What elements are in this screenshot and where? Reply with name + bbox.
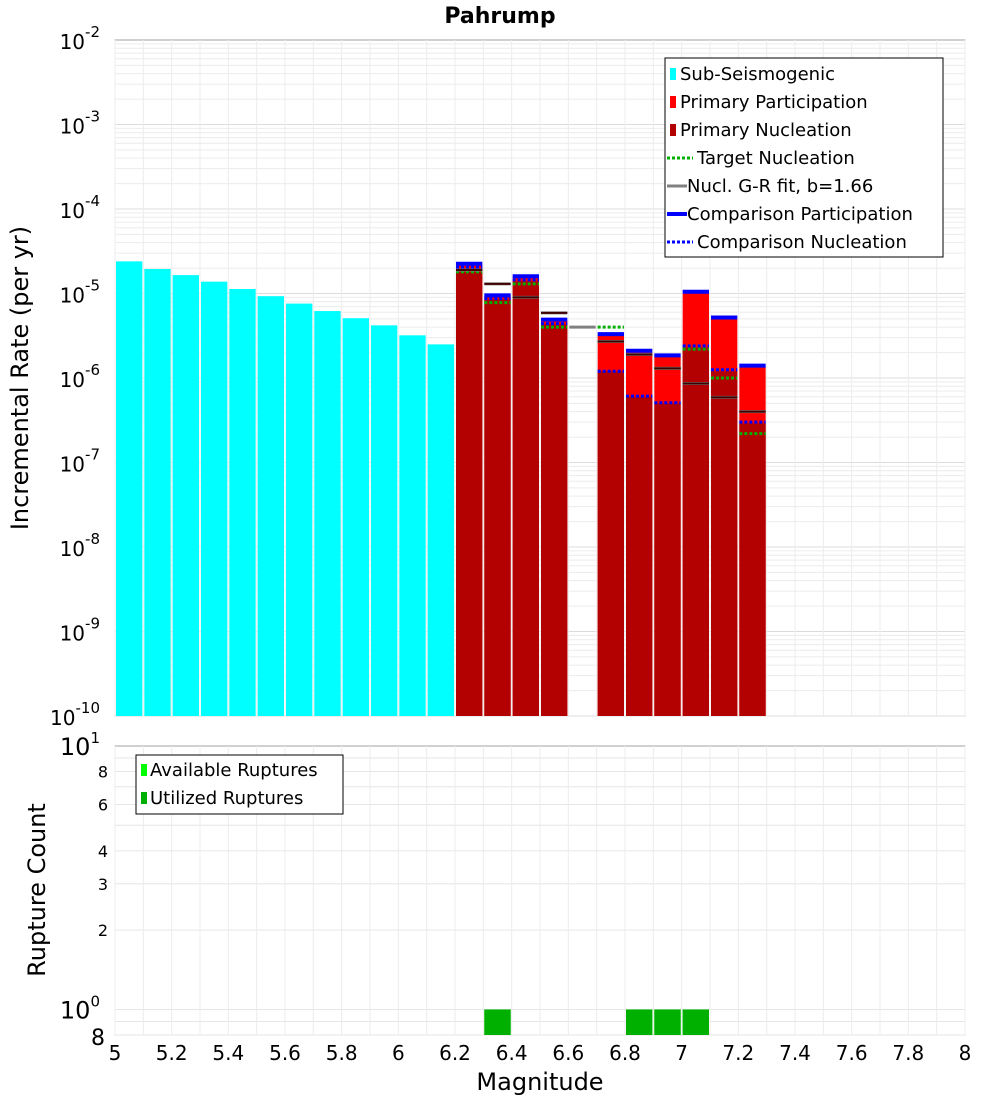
y-tick-label: 8 — [98, 763, 108, 782]
bar — [654, 1009, 681, 1035]
legend-label: Primary Participation — [680, 92, 868, 113]
bottom-gridlines — [114, 746, 966, 1036]
bar — [597, 371, 624, 716]
y-tick-label: 10-9 — [60, 615, 100, 646]
y-tick-label: 6 — [98, 795, 108, 814]
bar — [371, 325, 398, 716]
y-tick-label: 10-3 — [60, 108, 100, 139]
x-tick-label: 5 — [109, 1041, 122, 1065]
bar — [626, 1009, 653, 1035]
x-tick-label: 6 — [392, 1041, 405, 1065]
bar — [116, 261, 143, 716]
x-tick-label: 6.6 — [552, 1041, 584, 1065]
x-tick-label: 5.8 — [326, 1041, 358, 1065]
y-tick-label: 100 — [60, 992, 100, 1024]
x-tick-label: 6.8 — [609, 1041, 641, 1065]
top-y-axis-label: Incremental Rate (per yr) — [6, 226, 34, 530]
top-series-markers — [456, 261, 766, 436]
bar — [711, 371, 738, 716]
legend-label: Primary Nucleation — [680, 120, 852, 141]
y-tick-label: 3 — [98, 875, 108, 894]
x-tick-label: 6.2 — [439, 1041, 471, 1065]
top-legend: Sub-Seismogenic Primary Participation Prim… — [664, 57, 944, 258]
bar — [456, 268, 483, 716]
x-tick-label: 7.8 — [892, 1041, 924, 1065]
bottom-y-axis-label: Rupture Count — [23, 803, 51, 977]
bar — [172, 275, 199, 716]
bar — [512, 281, 539, 716]
bar — [739, 423, 766, 716]
legend-swatch — [141, 792, 147, 804]
bar — [257, 296, 284, 716]
legend-swatch — [670, 68, 676, 80]
x-tick-label: 7.2 — [722, 1041, 754, 1065]
bar — [484, 1009, 511, 1035]
x-tick-label: 5.2 — [156, 1041, 188, 1065]
legend-label: Available Ruptures — [150, 760, 318, 781]
y-tick-label: 10-7 — [60, 446, 100, 477]
y-tick-label: 4 — [98, 842, 108, 861]
x-ticks: 5 5.2 5.4 5.6 5.8 6 6.2 6.4 6.6 6.8 7 7.2 7.4 7.6 7.8 8 — [109, 1041, 972, 1065]
y-tick-label: 10-2 — [60, 23, 100, 54]
bar — [654, 403, 681, 716]
bar — [626, 396, 653, 716]
top-y-ticks: 10-10 10-9 10-8 10-7 10-6 10-5 10-4 10-3 10-2 — [50, 23, 100, 730]
legend-label: Target Nucleation — [696, 148, 855, 169]
x-tick-label: 6.4 — [496, 1041, 528, 1065]
x-tick-label: 5.6 — [269, 1041, 301, 1065]
x-tick-label: 7.6 — [836, 1041, 868, 1065]
legend-label: Comparison Participation — [687, 204, 913, 225]
x-tick-label: 7.4 — [779, 1041, 811, 1065]
bar — [314, 311, 341, 716]
legend-box — [135, 754, 344, 815]
legend-swatch — [670, 96, 676, 108]
x-axis-label: Magnitude — [476, 1068, 603, 1096]
x-tick-label: 8 — [959, 1041, 972, 1065]
y-tick-label: 10-4 — [60, 192, 100, 223]
bar — [399, 335, 426, 716]
chart-title: Pahrump — [444, 4, 555, 29]
x-tick-label: 5.4 — [212, 1041, 244, 1065]
x-tick-label: 7 — [675, 1041, 688, 1065]
legend-label: Comparison Nucleation — [697, 232, 907, 253]
bar — [201, 281, 228, 716]
bar — [144, 268, 171, 716]
y-tick-label: 101 — [60, 729, 100, 761]
y-tick-label: 10-10 — [50, 699, 100, 730]
bar — [427, 344, 454, 716]
legend-label: Nucl. G-R fit, b=1.66 — [687, 176, 873, 197]
bottom-legend: Available Ruptures Utilized Ruptures — [135, 754, 344, 815]
y-tick-label: 10-6 — [60, 361, 100, 392]
y-tick-label: 10-5 — [60, 277, 100, 308]
legend-swatch — [141, 764, 147, 776]
bottom-y-ticks: 8 6 4 3 2 8 101 100 — [60, 729, 108, 1051]
legend-label: Sub-Seismogenic — [680, 64, 835, 85]
legend-label: Utilized Ruptures — [150, 788, 303, 809]
top-bars — [116, 261, 766, 716]
y-tick-label: 8 — [91, 1026, 105, 1051]
legend-swatch — [670, 124, 676, 136]
bar — [342, 318, 369, 716]
bar — [286, 303, 313, 716]
bar — [682, 347, 709, 716]
bar — [682, 1009, 709, 1035]
bottom-bars — [484, 1009, 709, 1035]
legend-box — [664, 57, 944, 258]
y-tick-label: 2 — [98, 921, 108, 940]
bar — [229, 289, 256, 716]
bar — [484, 299, 511, 716]
bar — [541, 324, 568, 716]
y-tick-label: 10-8 — [60, 530, 100, 561]
